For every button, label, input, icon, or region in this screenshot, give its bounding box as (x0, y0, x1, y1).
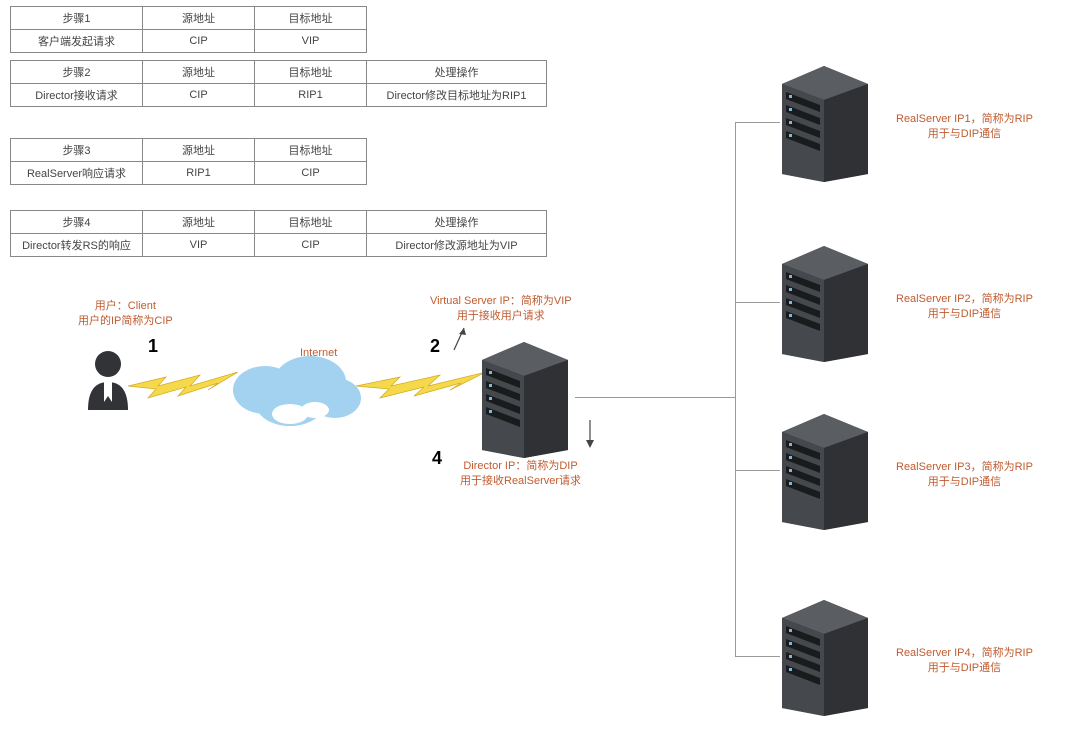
realserver2-icon (780, 242, 870, 362)
realserver1-icon (780, 62, 870, 182)
connector-line (735, 122, 736, 656)
step-number-1: 1 (148, 336, 158, 357)
th: 步骤3 (11, 139, 143, 162)
rs4-label: RealServer IP4，简称为RIP用于与DIP通信 (896, 646, 1033, 677)
connector-line (575, 397, 735, 398)
rs2-label: RealServer IP2，简称为RIP用于与DIP通信 (896, 292, 1033, 323)
th: 目标地址 (255, 139, 367, 162)
td: RIP1 (255, 84, 367, 107)
th: 目标地址 (255, 7, 367, 30)
step-number-4: 4 (432, 448, 442, 469)
step4-table: 步骤4源地址目标地址处理操作 Director转发RS的响应VIPCIPDire… (10, 210, 547, 257)
vip-label: Virtual Server IP：简称为VIP用于接收用户请求 (430, 294, 572, 325)
td: Director转发RS的响应 (11, 234, 143, 257)
step2-table: 步骤2源地址目标地址处理操作 Director接收请求CIPRIP1Direct… (10, 60, 547, 107)
realserver3-icon (780, 410, 870, 530)
realserver4-icon (780, 596, 870, 716)
th: 目标地址 (255, 211, 367, 234)
director-server-icon (480, 338, 570, 458)
td: CIP (143, 84, 255, 107)
td: VIP (143, 234, 255, 257)
td: CIP (255, 234, 367, 257)
td: Director修改源地址为VIP (367, 234, 547, 257)
arrow-up-icon (448, 324, 468, 354)
cloud-icon (220, 352, 370, 432)
td: CIP (143, 30, 255, 53)
td: CIP (255, 162, 367, 185)
connector-line (735, 302, 780, 303)
bolt-icon (128, 372, 238, 402)
th: 源地址 (143, 211, 255, 234)
step3-table: 步骤3源地址目标地址 RealServer响应请求RIP1CIP (10, 138, 367, 185)
th: 源地址 (143, 7, 255, 30)
connector-line (735, 656, 780, 657)
th: 源地址 (143, 139, 255, 162)
th: 处理操作 (367, 211, 547, 234)
th: 源地址 (143, 61, 255, 84)
td: 客户端发起请求 (11, 30, 143, 53)
th: 目标地址 (255, 61, 367, 84)
connector-line (735, 470, 780, 471)
td: RealServer响应请求 (11, 162, 143, 185)
bolt-icon (356, 372, 486, 402)
th: 步骤1 (11, 7, 143, 30)
td: RIP1 (143, 162, 255, 185)
connector-line (735, 122, 780, 123)
step1-table: 步骤1源地址目标地址 客户端发起请求CIPVIP (10, 6, 367, 53)
td: Director修改目标地址为RIP1 (367, 84, 547, 107)
dip-label: Director IP：简称为DIP用于接收RealServer请求 (460, 459, 581, 490)
arrow-down-icon (582, 418, 598, 452)
client-label: 用户：Client用户的IP简称为CIP (78, 299, 173, 330)
th: 步骤2 (11, 61, 143, 84)
step-number-2: 2 (430, 336, 440, 357)
rs1-label: RealServer IP1，简称为RIP用于与DIP通信 (896, 112, 1033, 143)
th: 步骤4 (11, 211, 143, 234)
td: VIP (255, 30, 367, 53)
td: Director接收请求 (11, 84, 143, 107)
th: 处理操作 (367, 61, 547, 84)
rs3-label: RealServer IP3，简称为RIP用于与DIP通信 (896, 460, 1033, 491)
